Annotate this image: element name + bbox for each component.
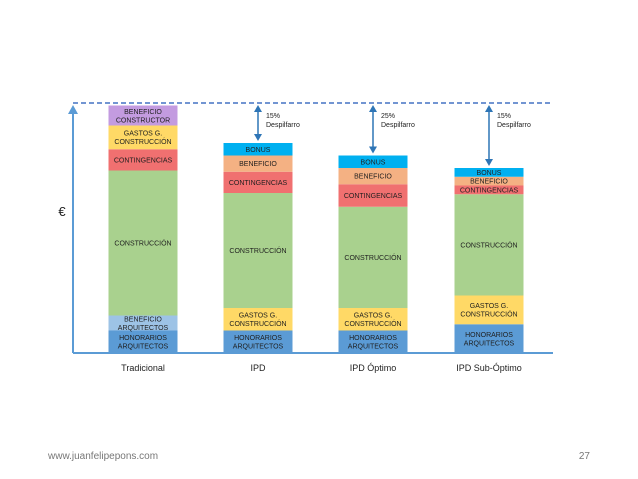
segment-label: HONORARIOS ARQUITECTOS (348, 335, 399, 351)
arrow-head-down (254, 134, 262, 141)
category-label: IPD (250, 363, 266, 373)
segment-label: GASTOS G. CONSTRUCCIÓN (344, 313, 401, 329)
segment-beneficio (338, 168, 408, 185)
footer-url: www.juanfelipepons.com (48, 451, 159, 462)
segment-bonus (338, 155, 408, 168)
waste-label: 15% Despilfarro (497, 113, 531, 129)
category-label: IPD Sub-Óptimo (456, 363, 522, 373)
segment-label: HONORARIOS ARQUITECTOS (118, 335, 169, 351)
segment-label: GASTOS G. CONSTRUCCIÓN (460, 303, 517, 319)
category-label: IPD Óptimo (350, 363, 397, 373)
annotation-layer: 15% Despilfarro 25% Despilfarro 15% Despilfar… (254, 105, 531, 166)
segment-beneficio (223, 155, 293, 172)
waste-label: 25% Despilfarro (381, 113, 415, 129)
segment-label: CONTINGENCIAS (114, 157, 173, 164)
arrow-head-up (369, 105, 377, 112)
segment-construccion (223, 193, 293, 308)
arrow-head-up (254, 105, 262, 112)
segment-label: GASTOS G. CONSTRUCCIÓN (229, 313, 286, 329)
segment-label: BENEFICIO CONSTRUCTOR (116, 109, 170, 125)
category-label: Tradicional (121, 363, 165, 373)
segment-label: BENEFICIO (470, 179, 508, 186)
segment-contingencias (223, 171, 293, 193)
segment-label: BENEFICIO (239, 161, 277, 168)
segment-label: HONORARIOS ARQUITECTOS (464, 332, 515, 348)
segment-label: GASTOS G. CONSTRUCCIÓN (114, 131, 171, 147)
segment-construccion (108, 170, 178, 316)
segment-label: CONSTRUCCIÓN (114, 239, 171, 248)
bar-ipd-sub-optimo: HONORARIOS ARQUITECTOS GASTOS G. CONSTRUCCI… (454, 168, 524, 353)
segment-gastos-g-construccion (454, 295, 524, 325)
segment-honorarios-arquitectos (454, 324, 524, 353)
axis-layer: € (58, 102, 553, 354)
segment-bonus (223, 143, 293, 156)
arrow-head-up (485, 105, 493, 112)
segment-label: BONUS (477, 170, 502, 177)
segment-bonus (454, 168, 524, 177)
segment-construccion (454, 194, 524, 296)
segment-contingencias (454, 185, 524, 195)
waste-annotation-ipd-optimo: 25% Despilfarro (369, 105, 415, 154)
segment-label: BENEFICIO ARQUITECTOS (118, 316, 169, 332)
segment-gastos-g-construccion (223, 308, 293, 331)
segment-label: BENEFICIO (354, 174, 392, 181)
segment-honorarios-arquitectos (108, 330, 178, 353)
segment-gastos-g-construccion (108, 125, 178, 150)
waste-annotation-ipd: 15% Despilfarro (254, 105, 300, 141)
bar-ipd-optimo: HONORARIOS ARQUITECTOS GASTOS G. CONSTRUCCI… (338, 155, 408, 353)
waste-label: 15% Despilfarro (266, 113, 300, 129)
bar-ipd: HONORARIOS ARQUITECTOS GASTOS G. CONSTRUCCI… (223, 143, 293, 353)
bar-tradicional: HONORARIOS ARQUITECTOS BENEFICIO ARQUITECTO… (108, 105, 178, 353)
y-axis-label: € (58, 204, 66, 219)
segment-gastos-g-construccion (338, 308, 408, 331)
arrow-head-down (485, 159, 493, 166)
segment-label: CONTINGENCIAS (460, 187, 519, 194)
segment-label: HONORARIOS ARQUITECTOS (233, 335, 284, 351)
segment-label: CONSTRUCCIÓN (460, 240, 517, 249)
segment-honorarios-arquitectos (223, 330, 293, 353)
segment-beneficio-constructor (108, 105, 178, 126)
segment-honorarios-arquitectos (338, 330, 408, 353)
segment-label: CONSTRUCCIÓN (229, 246, 286, 255)
segment-beneficio (454, 176, 524, 186)
segment-label: CONSTRUCCIÓN (344, 253, 401, 262)
segment-beneficio-arquitectos (108, 315, 178, 331)
segment-construccion (338, 206, 408, 308)
segment-contingencias (108, 149, 178, 171)
segment-label: BONUS (361, 159, 386, 166)
page-number: 27 (578, 451, 590, 462)
segment-label: CONTINGENCIAS (344, 193, 403, 200)
segment-label: BONUS (246, 147, 271, 154)
waste-annotation-ipd-sub-optimo: 15% Despilfarro (485, 105, 531, 166)
y-axis-arrow (68, 105, 78, 114)
bars-layer: HONORARIOS ARQUITECTOS BENEFICIO ARQUITECTO… (108, 105, 524, 373)
arrow-head-down (369, 146, 377, 154)
segment-label: CONTINGENCIAS (229, 180, 288, 187)
segment-contingencias (338, 184, 408, 207)
